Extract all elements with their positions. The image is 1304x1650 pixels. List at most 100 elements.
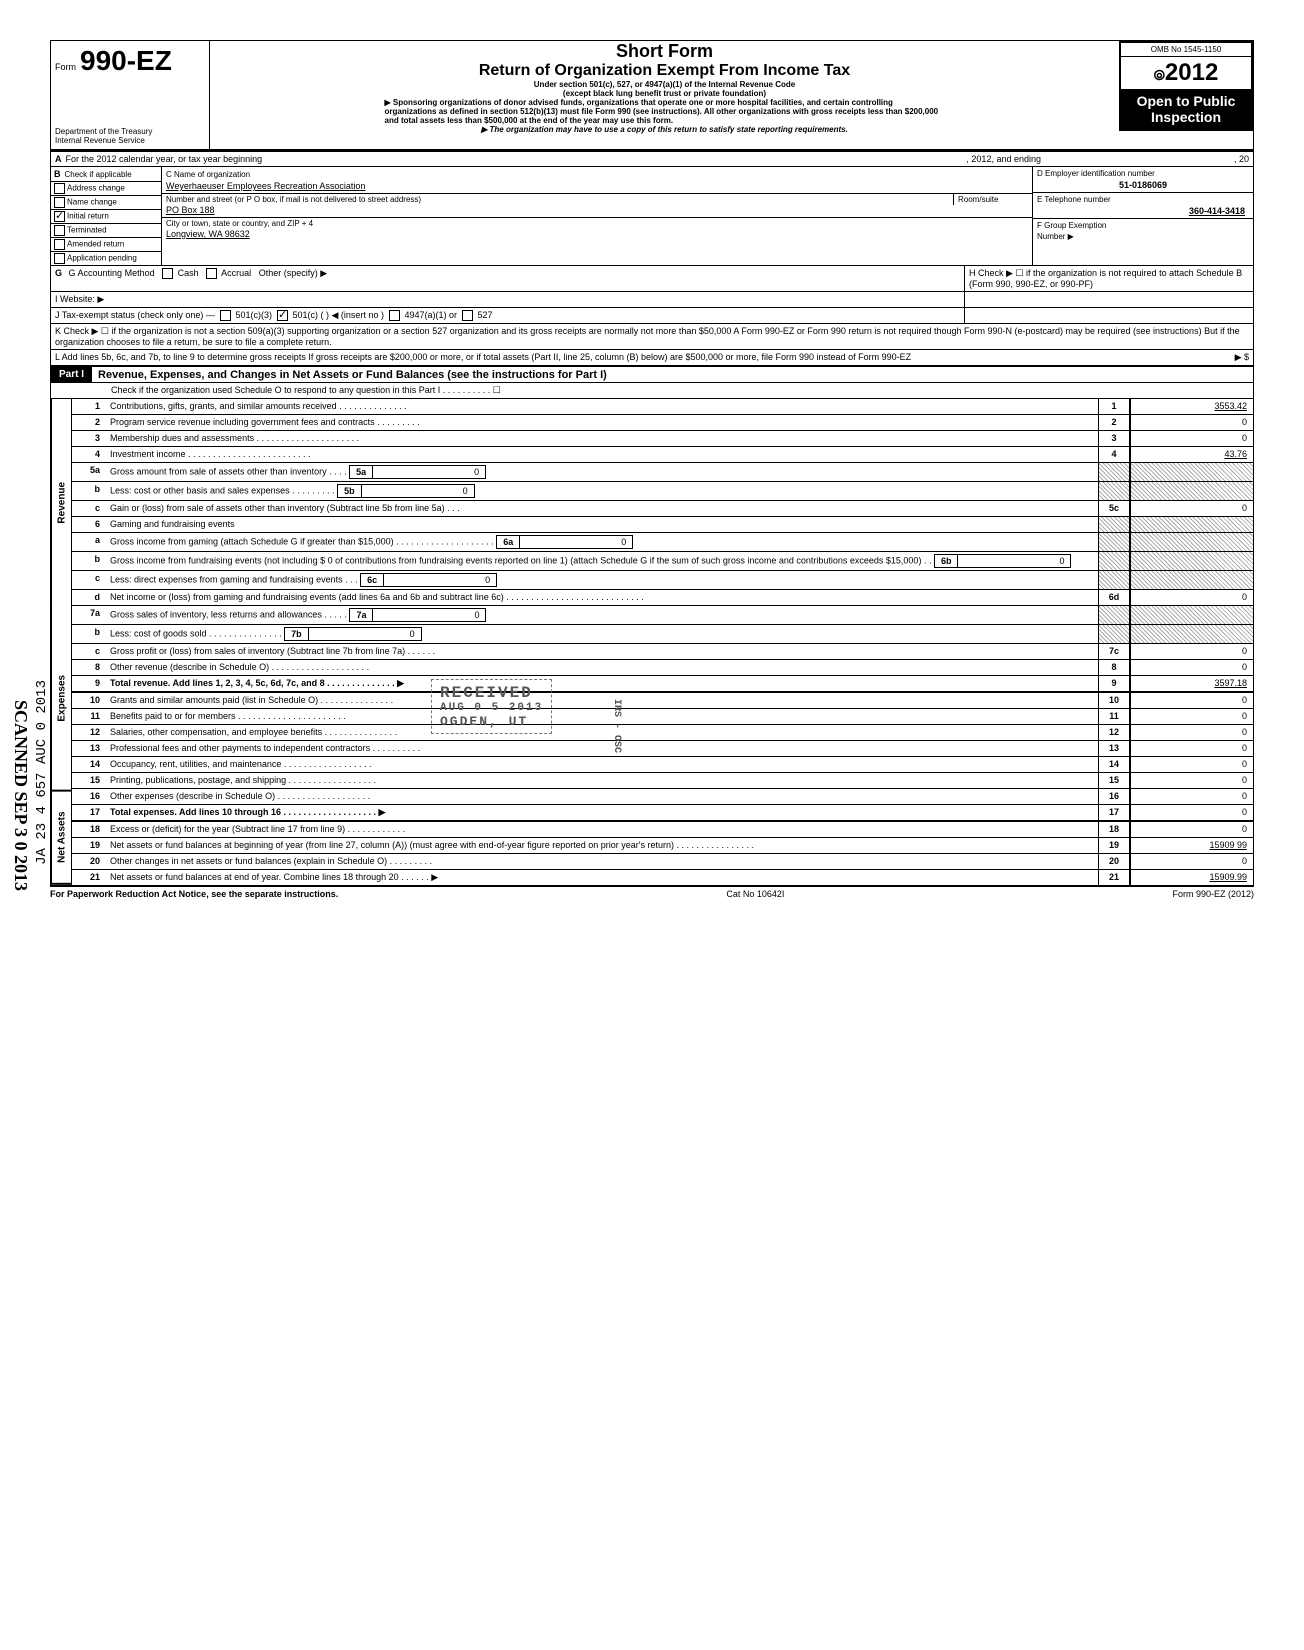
B-item-0: Address change (67, 184, 125, 193)
checkbox-terminated[interactable] (54, 225, 65, 236)
line-11: 11 Benefits paid to or for members . . .… (72, 708, 1253, 724)
ln6c-shade2 (1130, 571, 1253, 589)
line-6a: a Gross income from gaming (attach Sched… (72, 532, 1253, 551)
B-item-2: Initial return (67, 212, 109, 221)
short-form-title: Short Form (220, 41, 1109, 62)
line-3: 3 Membership dues and assessments . . . … (72, 430, 1253, 446)
city-label: City or town, state or country, and ZIP … (162, 217, 1032, 229)
ln7c-num: c (72, 644, 106, 659)
under-section: Under section 501(c), 527, or 4947(a)(1)… (220, 80, 1109, 89)
ln17-desc: Total expenses. Add lines 10 through 16 … (110, 807, 385, 817)
side-revenue: Revenue (51, 399, 72, 606)
part-I-check-line: Check if the organization used Schedule … (51, 383, 1253, 399)
ln12-desc: Salaries, other compensation, and employ… (106, 725, 1098, 740)
checkbox-address-change[interactable] (54, 183, 65, 194)
ln18-num: 18 (72, 822, 106, 837)
line-12: 12 Salaries, other compensation, and emp… (72, 724, 1253, 740)
ln5a-desc: Gross amount from sale of assets other t… (110, 467, 347, 477)
vertical-date-code: JA 23 4 657 AUC 0 2013 (34, 680, 50, 865)
checkbox-527[interactable] (462, 310, 473, 321)
ln10-box: 10 (1098, 693, 1130, 708)
ln7b-ib: 7b (285, 628, 309, 640)
ln6b-ib: 6b (935, 555, 959, 567)
ln4-amt: 43.76 (1130, 447, 1253, 462)
ln5a-shade (1098, 463, 1130, 481)
phone-value: 360-414-3418 (1033, 206, 1253, 218)
ln4-num: 4 (72, 447, 106, 462)
ln19-amt: 15909 99 (1130, 838, 1253, 853)
ln1-box: 1 (1098, 399, 1130, 414)
ln18-amt: 0 (1130, 822, 1253, 837)
checkbox-cash[interactable] (162, 268, 173, 279)
J-label: J Tax-exempt status (check only one) — (55, 310, 215, 320)
checkbox-application-pending[interactable] (54, 253, 65, 264)
ln6c-ibv: 0 (384, 574, 496, 586)
line-14: 14 Occupancy, rent, utilities, and maint… (72, 756, 1253, 772)
G-other: Other (specify) ▶ (259, 268, 327, 278)
B-item-5: Application pending (67, 254, 137, 263)
ln20-num: 20 (72, 854, 106, 869)
G-cash: Cash (178, 268, 199, 278)
checkbox-501c[interactable] (277, 310, 288, 321)
ln8-desc: Other revenue (describe in Schedule O) .… (106, 660, 1098, 675)
ln20-amt: 0 (1130, 854, 1253, 869)
ln6a-num: a (72, 533, 106, 551)
ln16-desc: Other expenses (describe in Schedule O) … (106, 789, 1098, 804)
L-text: L Add lines 5b, 6c, and 7b, to line 9 to… (51, 350, 1165, 365)
B-item-1: Name change (67, 198, 117, 207)
ln1-num: 1 (72, 399, 106, 414)
paren-note: (except black lung benefit trust or priv… (220, 89, 1109, 98)
form-header: Form 990-EZ Department of the Treasury I… (51, 41, 1253, 151)
checkbox-initial-return[interactable] (54, 211, 65, 222)
checkbox-4947[interactable] (389, 310, 400, 321)
ln21-box: 21 (1098, 870, 1130, 885)
tax-year: 2012 (1165, 59, 1218, 86)
dept-treasury: Department of the Treasury (55, 127, 205, 136)
ln6d-box: 6d (1098, 590, 1130, 605)
ln5c-amt: 0 (1130, 501, 1253, 516)
ln9-box: 9 (1098, 676, 1130, 691)
ln19-box: 19 (1098, 838, 1130, 853)
line-17: 17 Total expenses. Add lines 10 through … (72, 804, 1253, 822)
ln12-box: 12 (1098, 725, 1130, 740)
footer-mid: Cat No 10642I (726, 889, 784, 899)
L-arrow: ▶ $ (1165, 350, 1253, 365)
line-6c: c Less: direct expenses from gaming and … (72, 570, 1253, 589)
stamp-date: AUG 0 5 2013 (440, 702, 543, 714)
section-DEF: D Employer identification number 51-0186… (1032, 167, 1253, 265)
ln12-num: 12 (72, 725, 106, 740)
ln7c-box: 7c (1098, 644, 1130, 659)
checkbox-name-change[interactable] (54, 197, 65, 208)
line-7a: 7a Gross sales of inventory, less return… (72, 605, 1253, 624)
G-label: G Accounting Method (69, 268, 155, 278)
ln6c-num: c (72, 571, 106, 589)
line-9: 9 Total revenue. Add lines 1, 2, 3, 4, 5… (72, 675, 1253, 693)
line-4: 4 Investment income . . . . . . . . . . … (72, 446, 1253, 462)
F-number-label: Number ▶ (1033, 232, 1253, 243)
ln6-shade2 (1130, 517, 1253, 532)
ln7a-num: 7a (72, 606, 106, 624)
ln13-desc: Professional fees and other payments to … (106, 741, 1098, 756)
ln5a-shade2 (1130, 463, 1253, 481)
omb-year-box: OMB No 1545-1150 ⦾2012 Open to Public In… (1119, 41, 1253, 131)
sponsoring-note: ▶ Sponsoring organizations of donor advi… (385, 98, 945, 125)
stamp-received: RECEIVED (440, 684, 543, 702)
po-box: PO Box 188 (162, 205, 1032, 217)
ln5b-ib: 5b (338, 485, 362, 497)
F-label: F Group Exemption (1033, 218, 1253, 232)
J-527: 527 (478, 310, 493, 320)
line-21: 21 Net assets or fund balances at end of… (72, 869, 1253, 885)
ln2-amt: 0 (1130, 415, 1253, 430)
checkbox-501c3[interactable] (220, 310, 231, 321)
ln17-amt: 0 (1130, 805, 1253, 820)
ln6a-shade2 (1130, 533, 1253, 551)
ln5a-ibv: 0 (373, 466, 485, 478)
ln7c-amt: 0 (1130, 644, 1253, 659)
ln12-amt: 0 (1130, 725, 1253, 740)
checkbox-accrual[interactable] (206, 268, 217, 279)
line-2: 2 Program service revenue including gove… (72, 414, 1253, 430)
ln5a-num: 5a (72, 463, 106, 481)
ln6a-ibv: 0 (520, 536, 632, 548)
checkbox-amended-return[interactable] (54, 239, 65, 250)
line-13: 13 Professional fees and other payments … (72, 740, 1253, 756)
